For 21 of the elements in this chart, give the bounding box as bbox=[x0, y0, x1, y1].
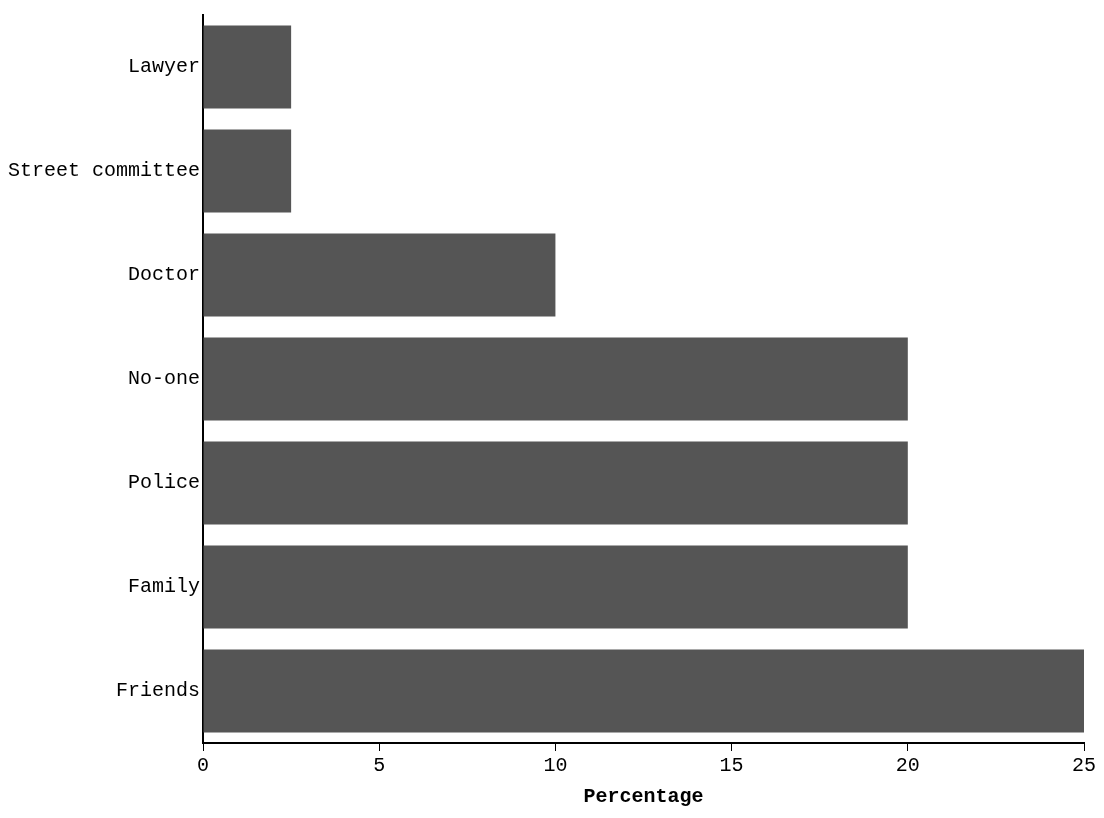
bar bbox=[203, 337, 908, 421]
x-tick-label: 20 bbox=[895, 754, 920, 778]
y-tick-label: Police bbox=[128, 471, 201, 495]
y-tick-label: Friends bbox=[116, 679, 201, 703]
bar bbox=[203, 441, 908, 525]
x-axis-title: Percentage bbox=[583, 785, 704, 809]
x-tick-label: 10 bbox=[543, 754, 568, 778]
bar bbox=[203, 129, 292, 213]
bar bbox=[203, 25, 292, 109]
bar bbox=[203, 545, 908, 629]
y-tick-label: Family bbox=[128, 575, 201, 599]
x-tick-label: 0 bbox=[197, 754, 210, 778]
x-tick-label: 5 bbox=[373, 754, 386, 778]
bar bbox=[203, 649, 1084, 733]
y-tick-label: Doctor bbox=[128, 263, 201, 287]
x-tick-label: 15 bbox=[719, 754, 744, 778]
x-tick-label: 25 bbox=[1071, 754, 1097, 778]
bar bbox=[203, 233, 556, 317]
y-tick-label: Street committee bbox=[8, 159, 201, 183]
y-tick-label: No-one bbox=[128, 367, 201, 391]
y-tick-label: Lawyer bbox=[128, 55, 201, 79]
